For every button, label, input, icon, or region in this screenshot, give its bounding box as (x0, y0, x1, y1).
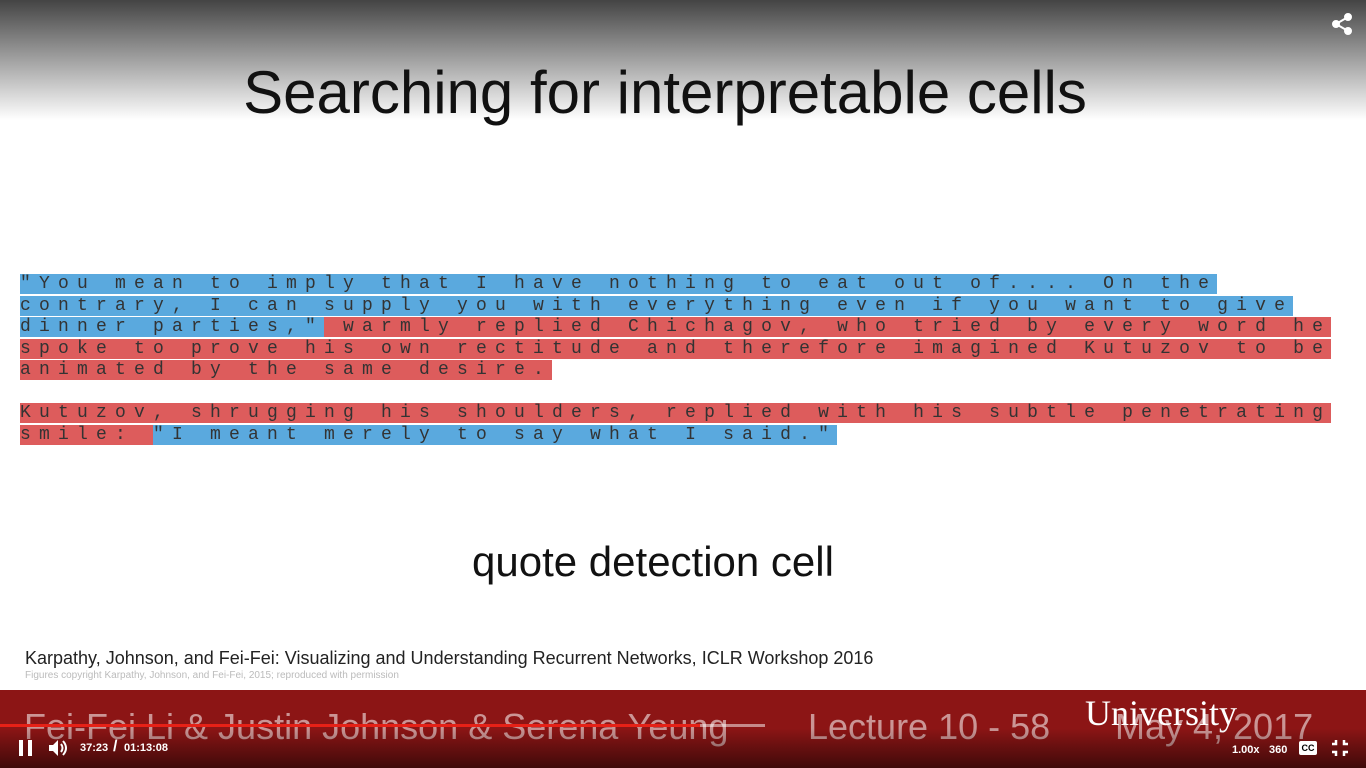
duration: 01:13:08 (124, 742, 169, 754)
citation: Karpathy, Johnson, and Fei-Fei: Visualiz… (25, 648, 874, 668)
highlighted-segment: "I meant merely to say what I said." (153, 424, 838, 445)
time-separator: / (113, 738, 118, 755)
speed-button[interactable]: 1.00x (1232, 744, 1260, 756)
fullscreen-button[interactable] (1330, 738, 1350, 758)
progress-played (0, 724, 700, 727)
slide-title: Searching for interpretable cells (243, 59, 1087, 126)
control-bar (0, 728, 1366, 768)
paragraph: "You mean to imply that I have nothing t… (20, 274, 1345, 382)
copyright: Figures copyright Karpathy, Johnson, and… (25, 670, 399, 681)
footer-logo: University (1085, 693, 1237, 733)
quality-button[interactable]: 360 (1269, 744, 1288, 756)
volume-button[interactable] (47, 738, 69, 758)
share-button[interactable] (1330, 12, 1354, 36)
current-time: 37:23 (80, 742, 109, 754)
highlighted-text: "You mean to imply that I have nothing t… (20, 274, 1345, 467)
highlighted-segment: "You mean to imply that I have nothing t… (20, 274, 1294, 338)
pause-button[interactable] (16, 738, 36, 758)
paragraph: Kutuzov, shrugging his shoulders, replie… (20, 402, 1345, 446)
slide-caption: quote detection cell (472, 538, 834, 585)
top-shade (0, 0, 1366, 120)
captions-button[interactable]: CC (1299, 741, 1317, 755)
